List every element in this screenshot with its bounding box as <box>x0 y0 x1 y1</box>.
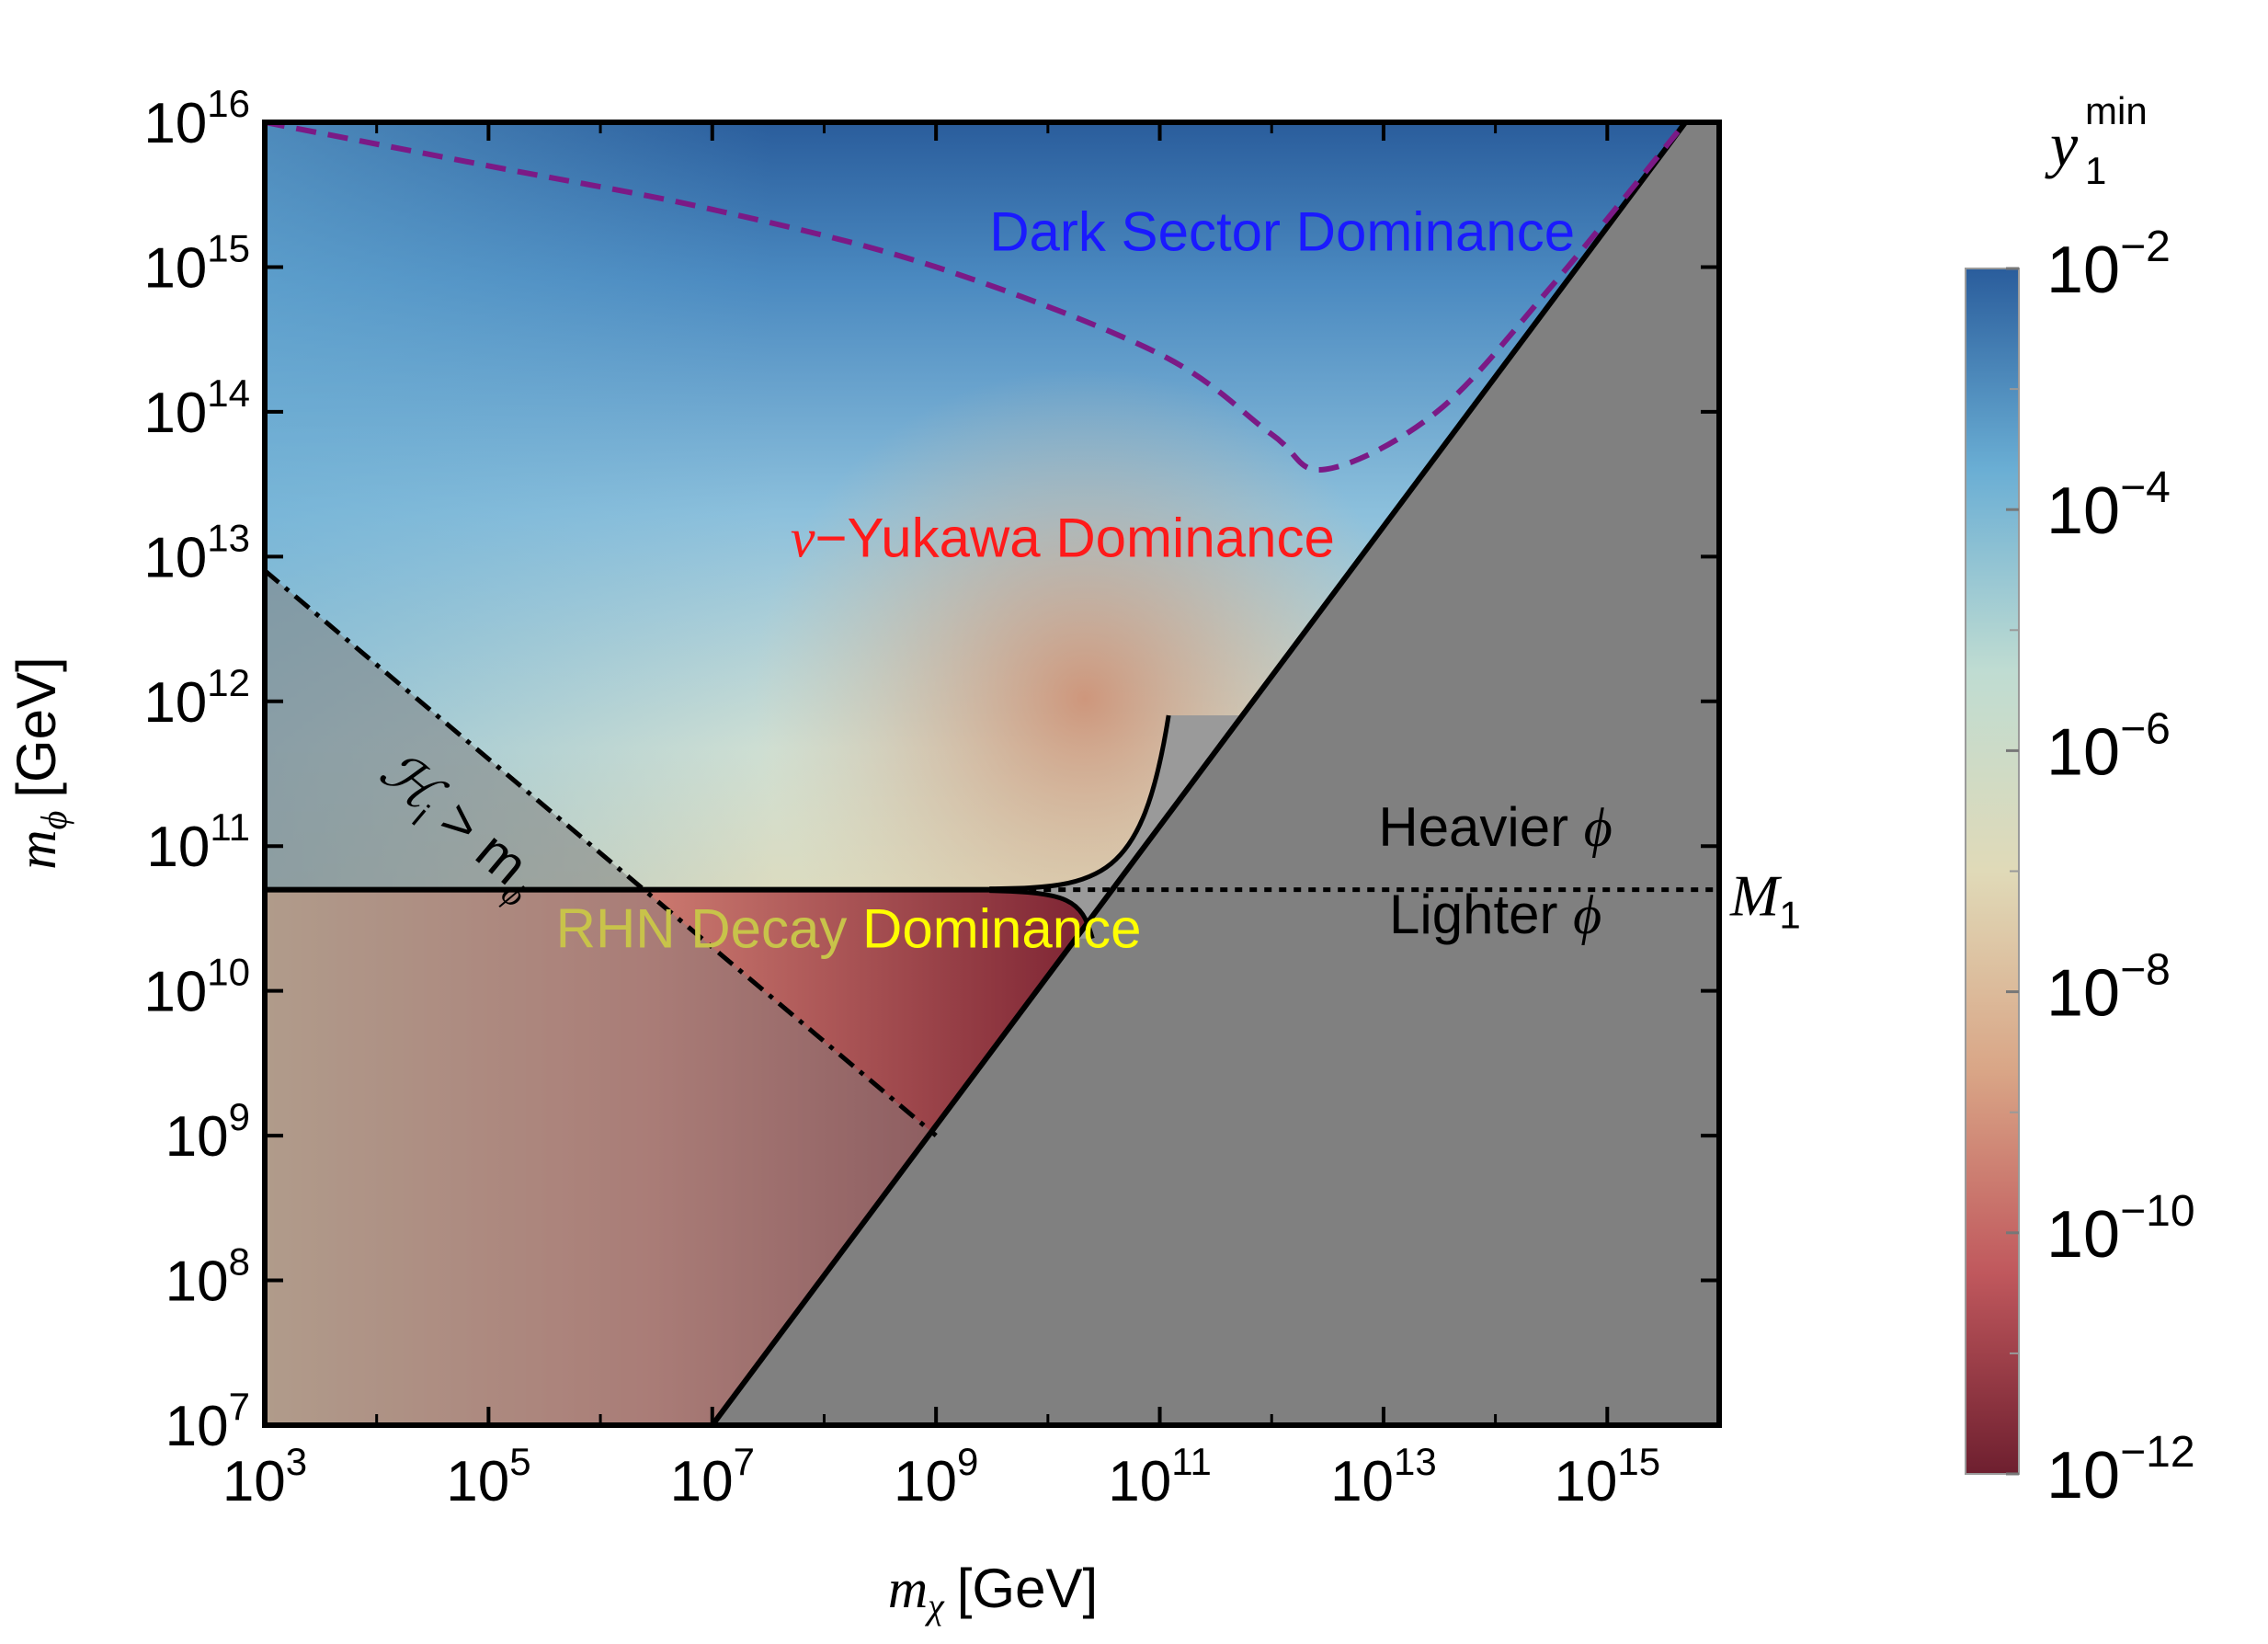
colorbar-tick-label: 10−2 <box>2046 223 2171 307</box>
annotation-2: RHN Decay Dominance <box>556 897 1142 959</box>
curve-kinematic-boundary <box>710 122 1688 1425</box>
y-axis: 107 108 109 1010 1011 1012 1013 1014 1015 1016 <box>143 82 1719 1458</box>
colorbar-tick-label: 10−10 <box>2046 1187 2195 1272</box>
y-tick-label: 108 <box>165 1240 250 1314</box>
y-tick-label: 1014 <box>143 371 250 445</box>
y-tick-label: 1010 <box>143 951 250 1024</box>
plot-frame <box>262 120 1722 1428</box>
y-tick-label: 1011 <box>146 805 250 879</box>
annotation-1: ν−Yukawa Dominance <box>791 507 1335 568</box>
colorbar-tick-label: 10−4 <box>2046 463 2171 548</box>
colorbar-label-sub: 1 <box>2085 149 2106 192</box>
x-tick-label: 1015 <box>1554 1440 1660 1513</box>
y-tick-label: 1012 <box>143 661 250 735</box>
y-tick-label: 109 <box>165 1095 250 1169</box>
y-axis-label: mϕ[GeV] <box>6 656 74 869</box>
colorbar-tick-label: 10−6 <box>2046 704 2171 789</box>
annotation-3: Heavier ϕ <box>1378 796 1612 858</box>
x-axis: 103 105 107 109 1011 1013 1015 <box>222 122 1721 1513</box>
y-tick-label: 1015 <box>143 226 250 300</box>
x-tick-label: 109 <box>894 1440 978 1513</box>
colorbar-tick-label: 10−12 <box>2046 1428 2195 1513</box>
y-tick-label: 1016 <box>143 82 250 155</box>
y-tick-label: 1013 <box>143 516 250 589</box>
annotation-4: Lighter ϕ <box>1389 884 1601 945</box>
excluded-region <box>712 122 1719 1425</box>
plot-area <box>262 120 1722 1428</box>
transition-wedge <box>989 715 1243 939</box>
heatmap-lower-region <box>265 889 1112 1425</box>
x-tick-label: 107 <box>670 1440 755 1513</box>
annotation-M1: M1 <box>1729 863 1801 937</box>
curve-lighter-boundary <box>989 888 1095 940</box>
x-tick-label: 1013 <box>1330 1440 1437 1513</box>
x-tick-label: 1011 <box>1108 1440 1212 1513</box>
colorbar-label-sup: min <box>2085 89 2148 132</box>
colorbar: 10−2 10−4 10−6 10−8 10−10 10−12 y 1 min <box>1965 89 2195 1513</box>
colorbar-ticks: 10−2 10−4 10−6 10−8 10−10 10−12 <box>2006 223 2195 1513</box>
annotations: Dark Sector Dominance ν−Yukawa Dominance R… <box>369 201 1801 960</box>
colorbar-tick-label: 10−8 <box>2046 946 2171 1031</box>
annotation-0: Dark Sector Dominance <box>989 201 1575 263</box>
curve-hubble-bound <box>265 568 938 1138</box>
y-tick-label: 107 <box>165 1385 250 1458</box>
colorbar-label: y <box>2045 109 2079 179</box>
hubble-excluded-lower <box>265 889 937 1425</box>
curve-dark-sector-boundary <box>265 122 1688 473</box>
x-tick-label: 105 <box>446 1440 530 1513</box>
curve-heavier-boundary <box>989 714 1171 892</box>
x-axis-label: mχ [GeV] <box>888 1558 1098 1627</box>
x-tick-label: 103 <box>222 1440 307 1513</box>
